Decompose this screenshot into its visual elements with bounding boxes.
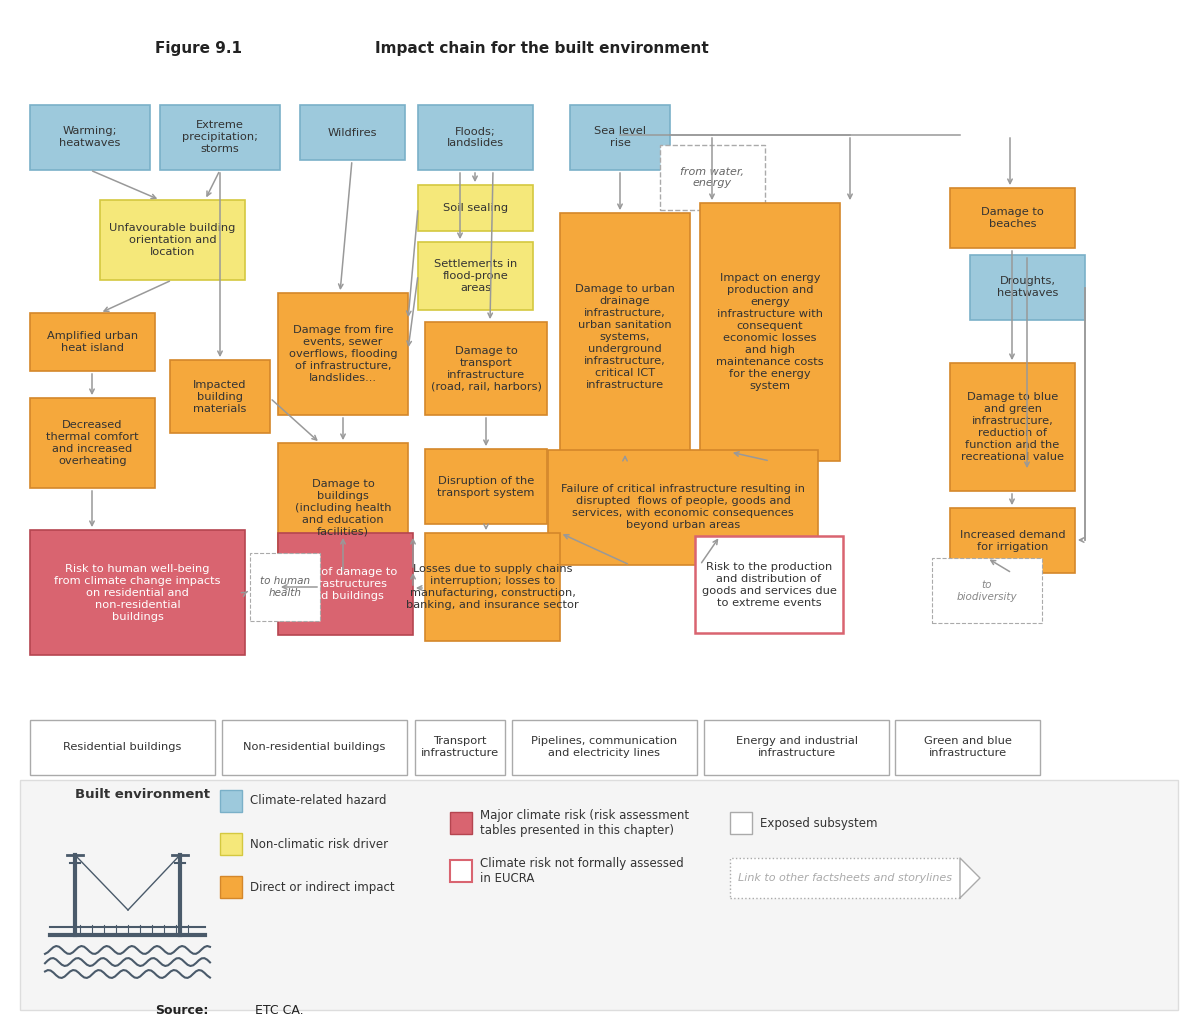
FancyBboxPatch shape [415, 720, 506, 775]
Text: Damage to urban
drainage
infrastructure,
urban sanitation
systems,
underground
i: Damage to urban drainage infrastructure,… [575, 284, 674, 390]
FancyBboxPatch shape [450, 812, 472, 834]
Text: Impact chain for the built environment: Impact chain for the built environment [375, 40, 709, 56]
Text: Major climate risk (risk assessment
tables presented in this chapter): Major climate risk (risk assessment tabl… [480, 809, 689, 837]
FancyBboxPatch shape [660, 145, 766, 210]
Text: Disruption of the
transport system: Disruption of the transport system [437, 476, 534, 497]
Text: from water,
energy: from water, energy [680, 167, 744, 189]
Text: Losses due to supply chains
interruption; losses to
manufacturing, construction,: Losses due to supply chains interruption… [406, 564, 579, 610]
Text: Unfavourable building
orientation and
location: Unfavourable building orientation and lo… [109, 223, 236, 257]
Text: Damage to blue
and green
infrastructure,
reduction of
function and the
recreatio: Damage to blue and green infrastructure,… [961, 392, 1064, 462]
Text: Damage from fire
events, sewer
overflows, flooding
of infrastructure,
landslides: Damage from fire events, sewer overflows… [289, 325, 398, 383]
FancyBboxPatch shape [30, 313, 155, 371]
Text: Sea level
rise: Sea level rise [594, 126, 646, 148]
Text: Damage to
transport
infrastructure
(road, rail, harbors): Damage to transport infrastructure (road… [430, 345, 541, 392]
FancyBboxPatch shape [30, 530, 246, 655]
Text: Climate-related hazard: Climate-related hazard [250, 795, 387, 807]
FancyBboxPatch shape [250, 553, 320, 621]
Text: Droughts,
heatwaves: Droughts, heatwaves [997, 277, 1058, 298]
FancyBboxPatch shape [570, 105, 670, 170]
Text: Floods;
landslides: Floods; landslides [447, 126, 504, 148]
Text: Non-climatic risk driver: Non-climatic risk driver [250, 837, 388, 851]
FancyBboxPatch shape [222, 720, 407, 775]
Text: to human
health: to human health [260, 576, 310, 598]
Text: Risk to human well-being
from climate change impacts
on residential and
non-resi: Risk to human well-being from climate ch… [54, 564, 220, 622]
FancyBboxPatch shape [220, 833, 242, 855]
Polygon shape [960, 858, 980, 898]
FancyBboxPatch shape [700, 203, 840, 461]
FancyBboxPatch shape [300, 105, 405, 160]
Text: Warming;
heatwaves: Warming; heatwaves [60, 126, 121, 148]
Text: Impact on energy
production and
energy
infrastructure with
consequent
economic l: Impact on energy production and energy i… [716, 274, 824, 391]
FancyBboxPatch shape [425, 449, 547, 524]
Text: Risk of damage to
infrastructures
and buildings: Risk of damage to infrastructures and bu… [294, 567, 398, 601]
Text: Exposed subsystem: Exposed subsystem [760, 816, 877, 830]
FancyBboxPatch shape [220, 790, 242, 812]
Text: ETC CA.: ETC CA. [255, 1004, 303, 1016]
FancyBboxPatch shape [970, 255, 1085, 320]
Text: Impacted
building
materials: Impacted building materials [193, 379, 247, 413]
Text: Soil sealing: Soil sealing [443, 203, 508, 213]
FancyBboxPatch shape [278, 293, 409, 415]
Text: Increased demand
for irrigation: Increased demand for irrigation [960, 529, 1065, 551]
Text: Non-residential buildings: Non-residential buildings [243, 743, 386, 752]
FancyBboxPatch shape [161, 105, 280, 170]
FancyBboxPatch shape [895, 720, 1040, 775]
Text: Wildfires: Wildfires [328, 127, 377, 138]
FancyBboxPatch shape [30, 398, 155, 488]
FancyBboxPatch shape [932, 558, 1042, 623]
FancyBboxPatch shape [950, 508, 1075, 573]
Text: Residential buildings: Residential buildings [63, 743, 182, 752]
FancyBboxPatch shape [278, 443, 409, 573]
FancyBboxPatch shape [220, 876, 242, 898]
FancyBboxPatch shape [30, 720, 214, 775]
FancyBboxPatch shape [695, 536, 843, 633]
Text: Risk to the production
and distribution of
goods and services due
to extreme eve: Risk to the production and distribution … [702, 562, 836, 607]
Text: Decreased
thermal comfort
and increased
overheating: Decreased thermal comfort and increased … [47, 420, 139, 466]
FancyBboxPatch shape [730, 858, 960, 898]
FancyBboxPatch shape [278, 533, 413, 635]
Text: Direct or indirect impact: Direct or indirect impact [250, 881, 394, 893]
Text: Pipelines, communication
and electricity lines: Pipelines, communication and electricity… [532, 737, 678, 758]
Text: Failure of critical infrastructure resulting in
disrupted  flows of people, good: Failure of critical infrastructure resul… [561, 485, 805, 530]
Text: Green and blue
infrastructure: Green and blue infrastructure [924, 737, 1011, 758]
Text: Link to other factsheets and storylines: Link to other factsheets and storylines [738, 873, 952, 883]
Text: Figure 9.1: Figure 9.1 [155, 40, 242, 56]
Text: Source:: Source: [155, 1004, 208, 1016]
Text: Damage to
beaches: Damage to beaches [981, 207, 1043, 229]
FancyBboxPatch shape [704, 720, 889, 775]
FancyBboxPatch shape [418, 185, 533, 231]
FancyBboxPatch shape [99, 200, 246, 280]
Text: Settlements in
flood-prone
areas: Settlements in flood-prone areas [434, 259, 518, 293]
Text: to
biodiversity: to biodiversity [957, 579, 1017, 602]
FancyBboxPatch shape [418, 105, 533, 170]
FancyBboxPatch shape [950, 363, 1075, 491]
Text: Transport
infrastructure: Transport infrastructure [420, 737, 500, 758]
FancyBboxPatch shape [547, 450, 818, 565]
FancyBboxPatch shape [425, 533, 559, 641]
Text: Extreme
precipitation;
storms: Extreme precipitation; storms [182, 120, 258, 154]
FancyBboxPatch shape [950, 188, 1075, 248]
Text: Amplified urban
heat island: Amplified urban heat island [47, 330, 138, 353]
FancyBboxPatch shape [450, 860, 472, 882]
FancyBboxPatch shape [418, 242, 533, 310]
FancyBboxPatch shape [730, 812, 752, 834]
FancyBboxPatch shape [20, 780, 1178, 1010]
Text: Damage to
buildings
(including health
and education
facilities): Damage to buildings (including health an… [295, 479, 392, 537]
Text: Built environment: Built environment [75, 788, 210, 802]
FancyBboxPatch shape [559, 213, 690, 461]
FancyBboxPatch shape [170, 359, 270, 433]
FancyBboxPatch shape [512, 720, 697, 775]
FancyBboxPatch shape [30, 105, 150, 170]
FancyBboxPatch shape [425, 322, 547, 415]
Text: Climate risk not formally assessed
in EUCRA: Climate risk not formally assessed in EU… [480, 857, 684, 885]
Text: Energy and industrial
infrastructure: Energy and industrial infrastructure [736, 737, 858, 758]
